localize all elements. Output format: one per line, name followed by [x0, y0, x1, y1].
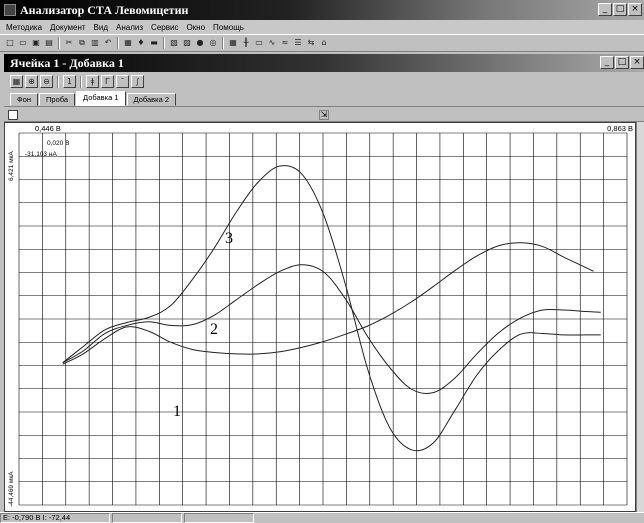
- save-icon[interactable]: ▣: [32, 38, 40, 47]
- calc-icon[interactable]: ☰: [294, 38, 302, 47]
- menu-bar: Методика Документ Вид Анализ Сервис Окно…: [0, 20, 644, 34]
- copy-icon[interactable]: ⧉: [79, 38, 85, 47]
- toolbar-separator: [117, 37, 119, 49]
- analyze-icon[interactable]: ♦: [137, 38, 145, 47]
- sub-label-current: -31,103 нА: [25, 151, 57, 158]
- plot-grid: [18, 132, 628, 506]
- open-icon[interactable]: ▭: [19, 38, 27, 47]
- properties-icon[interactable]: ▦: [124, 38, 132, 47]
- peaks-icon[interactable]: ╫: [243, 38, 249, 47]
- child-toolbar: ▦ ⊕ ⊖ 1 ǂ Г ˉ ∫: [4, 73, 644, 90]
- close-button[interactable]: ×: [628, 3, 642, 16]
- curve-series-2[interactable]: [62, 264, 601, 394]
- integrate-icon[interactable]: ∫: [131, 75, 144, 88]
- arrows-icon[interactable]: ⇆: [307, 38, 315, 47]
- tab-strip: Фон Проба Добавка 1 Добавка 2: [4, 91, 644, 107]
- x-left-label: 0,446 В: [35, 124, 61, 133]
- status-bar: E: -0,790 В I: -72,44: [0, 512, 644, 523]
- toolbar-separator: [58, 37, 60, 49]
- peak-icon[interactable]: ˉ: [116, 75, 129, 88]
- paste-icon[interactable]: ▥: [91, 38, 99, 47]
- zoom-out-icon[interactable]: ⊖: [40, 75, 53, 88]
- report-icon[interactable]: ▬: [150, 38, 158, 47]
- child-close-button[interactable]: ×: [630, 56, 644, 69]
- child-minimize-button[interactable]: _: [600, 56, 614, 69]
- voltammogram-plot[interactable]: 0,446 В 0,863 В 0,020 В -31,103 нА 6,421…: [4, 122, 636, 512]
- menu-method[interactable]: Методика: [6, 22, 43, 32]
- child-window-titlebar: Ячейка 1 - Добавка 1 _ □ ×: [4, 54, 644, 72]
- filter-icon[interactable]: ≈: [281, 38, 289, 47]
- print-icon[interactable]: ▤: [45, 38, 53, 47]
- toolbar-separator: [57, 75, 59, 88]
- status-cell-2: [112, 513, 182, 523]
- curve-series-1[interactable]: [62, 242, 594, 365]
- toolbar-separator: [80, 75, 82, 88]
- menu-document[interactable]: Документ: [50, 22, 86, 32]
- tab-sample[interactable]: Проба: [39, 93, 76, 106]
- legend-swatch[interactable]: [8, 110, 18, 120]
- menu-view[interactable]: Вид: [93, 22, 109, 32]
- tab-background[interactable]: Фон: [10, 93, 39, 106]
- baseline-icon[interactable]: ǂ: [86, 75, 99, 88]
- undo-icon[interactable]: ↶: [104, 38, 112, 47]
- table-icon[interactable]: ●: [196, 38, 204, 47]
- one-icon[interactable]: 1: [63, 75, 76, 88]
- new-icon[interactable]: □: [6, 38, 14, 47]
- curve-label-1: 1: [173, 403, 181, 420]
- help-icon[interactable]: ⌂: [321, 38, 327, 47]
- y-bottom-label: -44,469 мкА: [8, 471, 15, 507]
- status-coordinates: E: -0,790 В I: -72,44: [0, 513, 110, 523]
- app-icon[interactable]: [4, 4, 16, 16]
- child-maximize-button[interactable]: □: [615, 56, 629, 69]
- cut-icon[interactable]: ✂: [65, 38, 73, 47]
- plot-vertical-scrollbar[interactable]: [636, 122, 644, 512]
- toolbar-separator: [163, 37, 165, 49]
- minimize-button[interactable]: _: [598, 3, 612, 16]
- child-window-title: Ячейка 1 - Добавка 1: [10, 55, 124, 70]
- curve-label-3: 3: [225, 230, 233, 247]
- zoom-icon[interactable]: ◎: [209, 38, 217, 47]
- maximize-button[interactable]: □: [613, 3, 627, 16]
- grid-toggle-icon[interactable]: ▦: [10, 75, 23, 88]
- x-right-label: 0,863 В: [607, 124, 633, 133]
- menu-service[interactable]: Сервис: [151, 22, 179, 32]
- plot-curves: [62, 165, 601, 452]
- toolbar-separator: [222, 37, 224, 49]
- curve-series-3[interactable]: [62, 165, 601, 452]
- zoom-in-icon[interactable]: ⊕: [25, 75, 38, 88]
- grid-icon[interactable]: ▦: [229, 38, 237, 47]
- y-top-label: 6,421 мкА: [8, 151, 15, 181]
- tab-addition-2[interactable]: Добавка 2: [126, 93, 177, 106]
- sub-label-voltage: 0,020 В: [47, 140, 69, 147]
- main-toolbar: □ ▭ ▣ ▤ ✂ ⧉ ▥ ↶ ▦ ♦ ▬ ▧ ▨ ● ◎ ▦ ╫ ▭ ∿ ≈ …: [0, 34, 644, 52]
- marker-icon[interactable]: Г: [101, 75, 114, 88]
- cursor-marker-icon[interactable]: ⇲: [319, 110, 329, 120]
- tab-addition-1[interactable]: Добавка 1: [76, 91, 126, 106]
- status-cell-3: [184, 513, 254, 523]
- app-title: Анализатор СТА Левомицетин: [20, 2, 189, 17]
- app-titlebar: Анализатор СТА Левомицетин _ □ ×: [0, 0, 644, 20]
- wave-icon[interactable]: ∿: [268, 38, 276, 47]
- menu-window[interactable]: Окно: [186, 22, 206, 32]
- settings-icon[interactable]: ▨: [183, 38, 191, 47]
- export-icon[interactable]: ▭: [255, 38, 263, 47]
- chart-icon[interactable]: ▧: [170, 38, 178, 47]
- curve-label-2: 2: [210, 321, 218, 338]
- plot-canvas[interactable]: 0,446 В 0,863 В 0,020 В -31,103 нА 6,421…: [5, 123, 635, 511]
- info-strip: ⇲: [4, 108, 644, 122]
- menu-help[interactable]: Помощь: [213, 22, 244, 32]
- menu-analysis[interactable]: Анализ: [116, 22, 144, 32]
